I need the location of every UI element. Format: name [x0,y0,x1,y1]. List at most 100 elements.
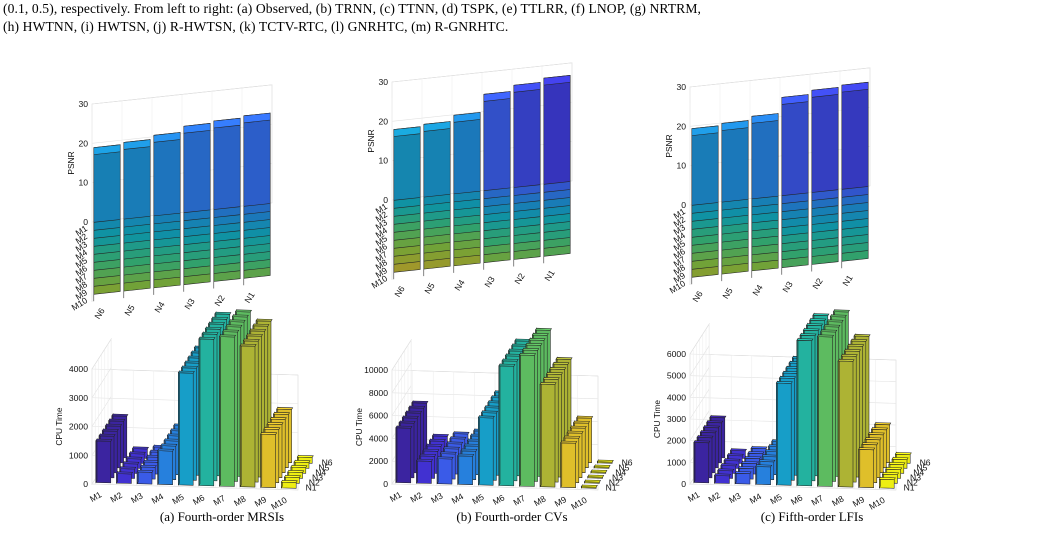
bars [93,112,271,302]
bar-M1-1 [423,121,451,205]
noise-tick-label: N1 [904,483,915,493]
bar-M5-0 [177,370,195,486]
bar-M8-0 [539,381,557,488]
bar-M10-2 [587,474,605,479]
bar-M1-3 [183,122,211,220]
bars [393,74,571,280]
z-tick-label: 3000 [69,393,88,403]
bar-M1-5 [841,81,869,197]
bar-M9-0 [260,431,278,489]
z-tick-label: 1000 [667,457,686,467]
bar-M1-0 [691,125,719,213]
bar-M1-4 [811,87,839,200]
bar-M1-0 [693,439,711,484]
noise-tick-label: N2 [810,276,824,291]
noise-axis: N6 N5 N4 N3 N2 N1 [690,273,854,304]
bar-M1-0 [395,425,413,484]
method-tick-label: M7 [512,493,528,508]
method-tick-label: M4 [450,491,466,506]
z-tick-label: 4000 [69,364,88,374]
z-tick-label: 6000 [369,411,388,421]
bar-M5-0 [477,414,495,486]
bar-M10-0 [580,484,598,489]
z-axis-label: PSNR [66,151,76,174]
noise-tick-label: N1 [606,483,617,493]
noise-tick-label: N3 [612,473,623,483]
bar-M10-0 [878,476,896,489]
bar-M1-4 [213,117,241,217]
noise-tick-label: N5 [618,463,629,473]
z-tick-label: 2000 [667,436,686,446]
noise-tick-label: N5 [422,281,436,296]
z-tick-label: 3000 [667,414,686,424]
noise-tick-label: N3 [182,296,196,311]
noise-tick-label: N5 [916,463,927,473]
method-tick-label: M5 [768,492,784,507]
bar-M1-0 [93,144,121,230]
z-axis: 0 10 20 30 PSNR [664,82,686,210]
method-tick-label: M7 [212,493,228,508]
z-tick-label: 10 [78,178,88,188]
z-axis: 0 1000 2000 3000 4000 CPU Time [54,364,88,489]
z-axis: 0 2000 4000 6000 8000 10000 CPU Time [354,365,388,489]
noise-tick-label: N4 [913,468,924,478]
noise-tick-label: N6 [622,458,633,468]
noise-tick-label: N6 [92,306,106,321]
bar-M1-2 [153,132,181,223]
noise-tick-label: N2 [212,293,226,308]
chart-b-cpu: 0 2000 4000 6000 8000 10000 CPU Time M1 M2 M3 M4 M5… [354,327,633,512]
noise-axis: N6 N5 N4 N3 N2 N1 [392,268,556,299]
noise-tick-label: N2 [309,478,320,488]
method-tick-label: M8 [532,493,548,508]
bar-M2-0 [116,470,133,485]
bar-M3-0 [436,455,454,485]
z-tick-label: 0 [681,200,686,210]
noise-tick-label: N3 [482,274,496,289]
bar-M3-0 [734,470,752,485]
method-tick-label: M1 [388,489,404,504]
caption-line-2: (h) HWTNN, (i) HWTSN, (j) R-HWTSN, (k) T… [3,19,509,34]
z-tick-label: 0 [681,479,686,489]
method-tick-label: M10 [569,495,589,512]
method-tick-label: M6 [191,492,207,507]
noise-tick-label: N2 [609,478,620,488]
bars [693,308,912,489]
z-axis: 0 10 20 30 PSNR [366,77,388,205]
bar-M10-0 [280,479,298,489]
noise-tick-label: N6 [920,458,931,468]
bar-M1-1 [721,120,749,210]
z-tick-label: 20 [378,116,388,126]
caption-line-1: (0.1, 0.5), respectively. From left to r… [3,1,702,16]
subcaption-b: (b) Fourth-order CVs [456,509,567,524]
noise-tick-label: N1 [306,483,317,493]
method-tick-label: M10 [70,295,90,312]
bar-M7-0 [519,352,536,488]
noise-tick-label: N6 [392,284,406,299]
noise-tick-label: N1 [242,290,256,305]
method-tick-label: M4 [150,491,166,506]
z-axis-label: CPU Time [652,400,662,438]
bar-M2-0 [714,472,731,485]
z-tick-label: 10 [378,156,388,166]
z-tick-label: 20 [676,121,686,131]
bar-M1-3 [483,91,511,198]
z-axis: 0 1000 2000 3000 4000 5000 6000 CPU Time [652,349,686,489]
chart-c-cpu: 0 1000 2000 3000 4000 5000 6000 CPU Time M1 M2 M3 M… [652,308,931,512]
method-tick-label: M4 [748,491,764,506]
z-tick-label: 4000 [667,392,686,402]
z-tick-label: 2000 [69,422,88,432]
method-tick-label: M1 [88,489,104,504]
bar-M5-0 [775,380,793,486]
z-tick-label: 10000 [364,365,388,375]
method-tick-label: M3 [727,490,743,505]
z-axis-label: CPU Time [354,408,364,446]
bar-M8-0 [837,358,855,488]
method-tick-label: M9 [553,494,569,509]
z-tick-label: 30 [78,99,88,109]
method-tick-label: M6 [491,492,507,507]
